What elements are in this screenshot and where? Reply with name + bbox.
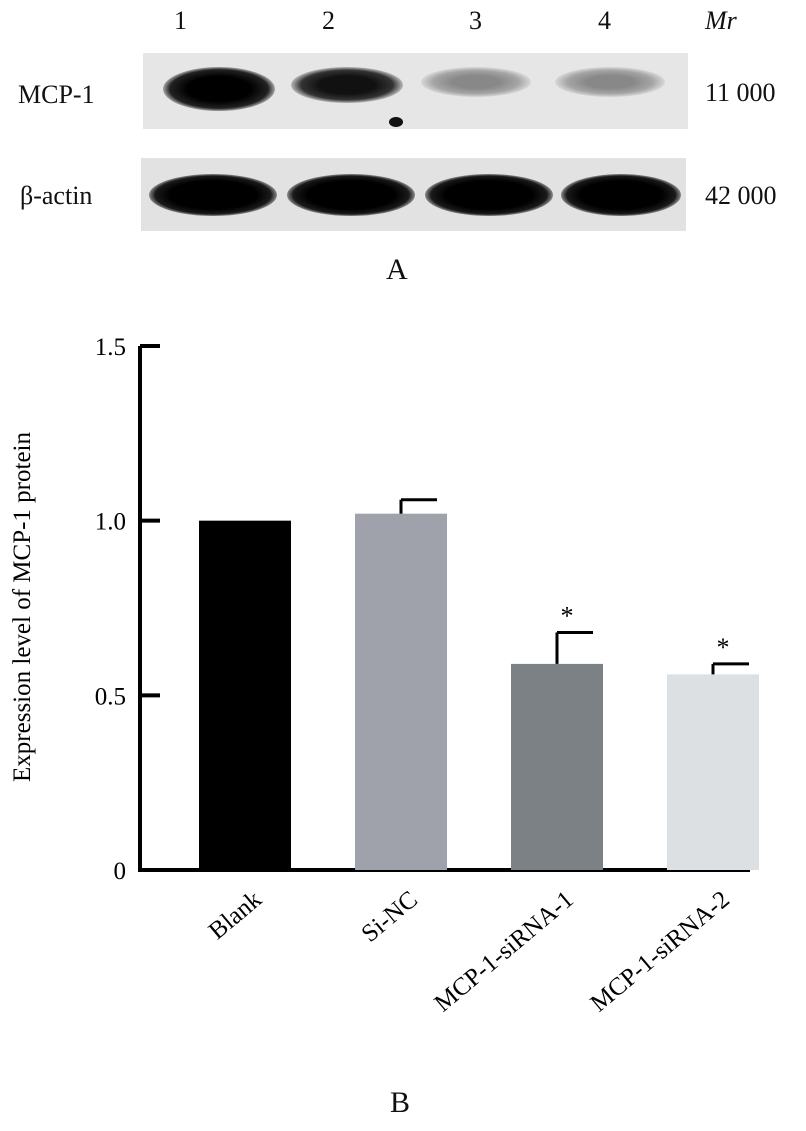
blot-strip-mcp1 [143,53,688,129]
x-tick-label-0: Blank [204,886,267,945]
lane-label-3: 3 [469,6,482,35]
y-axis-label: Expression level of MCP-1 protein [9,432,36,782]
lane-label-4: 4 [598,6,611,35]
lane-label-1: 1 [174,6,187,35]
x-tick-label-2: MCP-1-siRNA-1 [430,886,579,1017]
x-tick-label-1: Si-NC [357,886,423,948]
y-tick-label-3: 1.5 [95,334,126,361]
y-tick-label-2: 1.0 [95,509,126,536]
band-actin-lane-4 [561,174,681,216]
mw-label-mcp1: 11 000 [705,78,776,107]
y-tick-label-0: 0 [114,858,127,885]
mw-label-beta-actin: 42 000 [705,181,777,210]
lane-label-2: 2 [322,6,335,35]
band-mcp1-lane-4 [555,67,665,97]
blot-speck [389,117,403,127]
band-mcp1-lane-1 [163,67,275,111]
row-label-beta-actin: β-actin [20,181,93,210]
mr-label: Mr [705,6,737,35]
band-mcp1-lane-2 [291,67,403,103]
band-actin-lane-3 [425,174,553,216]
bar-0 [199,520,291,870]
significance-marker-2: * [561,601,574,630]
row-label-mcp1: MCP-1 [18,80,95,109]
bar-1 [355,513,447,870]
band-actin-lane-1 [149,174,277,216]
band-actin-lane-2 [287,174,415,216]
panel-label-a: A [386,253,408,286]
significance-marker-3: * [717,633,730,662]
y-tick-label-1: 0.5 [95,683,126,710]
bar-2 [511,663,603,870]
band-mcp1-lane-3 [421,67,531,97]
panel-label-b: B [390,1086,411,1119]
blot-strip-beta-actin [141,158,686,231]
bar-3 [667,674,759,870]
x-tick-label-3: MCP-1-siRNA-2 [586,886,735,1017]
